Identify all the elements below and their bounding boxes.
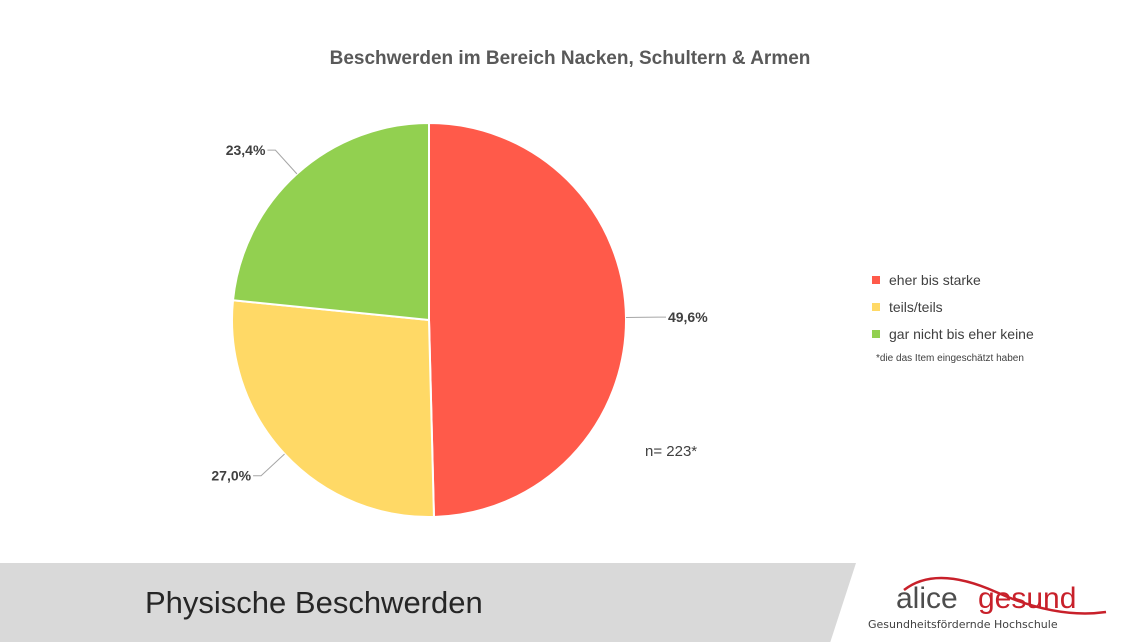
alice-gesund-logo: alice gesund Gesundheitsfördernde Hochsc… [868,576,1107,631]
logo-word-alice: alice [896,582,958,615]
legend-swatch [872,275,880,284]
footer-banner [0,563,856,642]
legend: eher bis starke teils/teils gar nicht bi… [872,266,1034,364]
legend-item: gar nicht bis eher keine [872,320,1034,347]
pie-slice [231,121,430,322]
pie-slice [428,121,627,518]
legend-note: *die das Item eingeschätzt haben [876,353,1024,364]
data-label: 49,6% [668,309,708,325]
section-title: Physische Beschwerden [145,585,483,620]
legend-label: gar nicht bis eher keine [889,325,1034,342]
sample-size: n= 223* [645,443,698,460]
logo-tagline: Gesundheitsfördernde Hochschule [868,618,1058,631]
data-label: 23,4% [226,142,266,158]
leader-line [253,453,285,477]
leader-line [267,149,298,175]
pie-slice [231,299,435,518]
logo-word-gesund: gesund [978,582,1076,615]
legend-item: eher bis starke [872,266,1034,293]
data-label: 27,0% [211,468,251,484]
legend-label: eher bis starke [889,271,981,288]
legend-item: teils/teils [872,293,1034,320]
legend-swatch [872,302,880,311]
legend-swatch [872,329,880,338]
legend-label: teils/teils [889,298,943,315]
chart-title: Beschwerden im Bereich Nacken, Schultern… [329,48,811,69]
